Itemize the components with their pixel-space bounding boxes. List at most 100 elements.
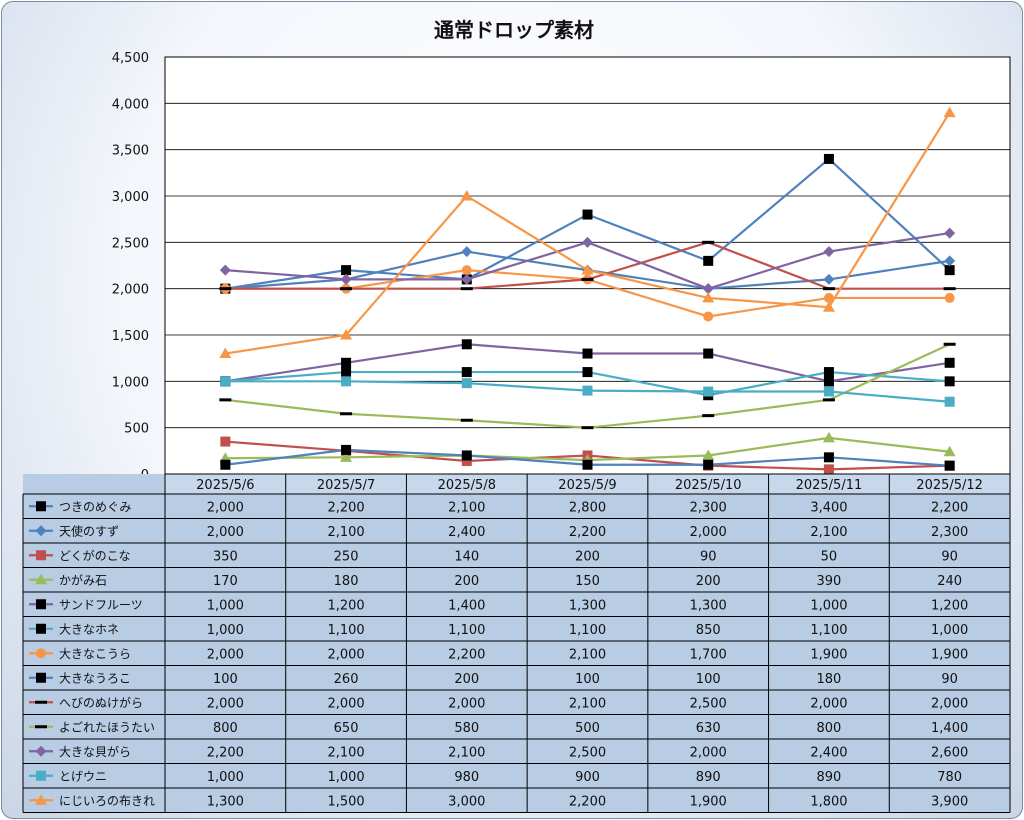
table-cell-value: 2,400 xyxy=(810,745,847,760)
table-cell-value: 2,500 xyxy=(569,745,606,760)
table-cell-value: 1,300 xyxy=(569,598,606,613)
data-point xyxy=(823,273,835,285)
table-cell-value: 630 xyxy=(696,721,721,736)
table-cell-value: 170 xyxy=(213,574,238,589)
y-tick-label: 3,000 xyxy=(112,190,149,205)
data-point xyxy=(582,236,593,248)
chart-title: 通常ドロップ素材 xyxy=(434,18,594,42)
data-point xyxy=(944,376,955,387)
table-cell-value: 3,400 xyxy=(810,500,847,515)
data-point xyxy=(943,106,956,118)
x-category-label: 2025/5/11 xyxy=(796,478,863,493)
table-cell-value: 2,000 xyxy=(690,745,727,760)
table-cell-value: 1,900 xyxy=(810,647,847,662)
data-point xyxy=(823,386,834,397)
data-point xyxy=(582,348,593,359)
table-cell-value: 390 xyxy=(817,574,842,589)
x-category-label: 2025/5/7 xyxy=(317,478,375,493)
data-point xyxy=(219,264,231,276)
data-point xyxy=(702,449,715,460)
data-point xyxy=(944,396,955,407)
legend-series-name: 大きなうろこ xyxy=(59,671,131,685)
table-cell-value: 2,100 xyxy=(448,745,485,760)
legend-series-name: かがみ石 xyxy=(59,572,107,587)
y-tick-label: 500 xyxy=(124,422,149,437)
data-point xyxy=(461,378,472,389)
y-tick-label: 1,000 xyxy=(112,375,149,390)
table-cell-value: 580 xyxy=(454,721,479,736)
legend-key-marker xyxy=(35,725,47,729)
table-cell-value: 200 xyxy=(696,574,721,589)
data-point xyxy=(703,311,714,322)
table-cell-value: 1,300 xyxy=(690,598,727,613)
legend-key-marker xyxy=(36,599,46,610)
data-point xyxy=(460,287,473,291)
legend-series-name: へびのぬけがら xyxy=(59,695,143,710)
table-cell-value: 3,900 xyxy=(931,794,968,809)
data-point xyxy=(823,292,834,303)
legend-series-name: サンドフルーツ xyxy=(59,598,143,612)
table-cell-value: 2,200 xyxy=(569,794,606,809)
table-cell-value: 90 xyxy=(700,549,717,564)
table-cell-value: 1,200 xyxy=(931,598,968,613)
table-cell-value: 1,100 xyxy=(569,623,606,638)
table-cell-value: 200 xyxy=(575,549,600,564)
data-point xyxy=(341,376,352,387)
data-point xyxy=(461,367,472,378)
data-point xyxy=(822,398,835,402)
table-cell-value: 850 xyxy=(696,623,721,638)
legend-series-name: 大きなこうら xyxy=(59,647,131,661)
data-point xyxy=(944,227,956,239)
table-cell-value: 1,200 xyxy=(327,598,364,613)
legend-key-marker xyxy=(36,623,46,634)
table-cell-value: 1,400 xyxy=(931,721,968,736)
x-category-label: 2025/5/9 xyxy=(558,478,616,493)
data-point xyxy=(944,357,955,368)
table-cell-value: 180 xyxy=(817,672,842,687)
table-cell-value: 100 xyxy=(575,672,600,687)
table-cell-value: 2,000 xyxy=(327,647,364,662)
data-point xyxy=(823,464,834,475)
legend-series-name: 大きなホネ xyxy=(59,622,119,636)
table-cell-value: 1,000 xyxy=(931,623,968,638)
table-cell-value: 2,100 xyxy=(569,696,606,711)
table-cell-value: 2,100 xyxy=(448,500,485,515)
legend-series-name: 天使のすず xyxy=(59,523,119,538)
table-cell-value: 1,500 xyxy=(327,794,364,809)
data-point xyxy=(823,376,834,387)
table-cell-value: 2,100 xyxy=(810,525,847,540)
table-cell-value: 1,000 xyxy=(810,598,847,613)
data-point xyxy=(220,459,231,470)
table-cell-value: 2,000 xyxy=(690,525,727,540)
table-cell-value: 2,300 xyxy=(690,500,727,515)
table-cell-value: 2,000 xyxy=(207,525,244,540)
table-cell-value: 260 xyxy=(334,672,359,687)
legend-key-marker xyxy=(35,794,47,805)
data-point xyxy=(943,445,956,457)
table-cell-value: 1,400 xyxy=(448,598,485,613)
data-point xyxy=(341,357,352,368)
x-category-label: 2025/5/6 xyxy=(196,478,254,493)
data-point xyxy=(823,452,834,463)
table-cell-value: 980 xyxy=(454,770,479,785)
data-point xyxy=(461,246,473,258)
y-tick-label: 2,000 xyxy=(112,283,149,298)
data-point xyxy=(702,240,715,244)
data-point xyxy=(582,459,593,470)
legend-series-name: 大きな貝がら xyxy=(59,744,131,759)
y-tick-label: 3,500 xyxy=(112,144,149,159)
legend-key-marker xyxy=(36,672,46,683)
table-cell-value: 180 xyxy=(334,574,359,589)
data-point xyxy=(703,255,714,266)
data-point xyxy=(944,460,955,471)
table-cell-value: 250 xyxy=(334,549,359,564)
data-point xyxy=(703,386,714,397)
data-point xyxy=(581,277,594,281)
table-cell-value: 90 xyxy=(941,672,958,687)
data-point xyxy=(823,246,835,258)
x-category-label: 2025/5/8 xyxy=(438,478,496,493)
table-cell-value: 500 xyxy=(575,721,600,736)
table-cell-value: 2,000 xyxy=(207,500,244,515)
data-point xyxy=(582,367,593,378)
